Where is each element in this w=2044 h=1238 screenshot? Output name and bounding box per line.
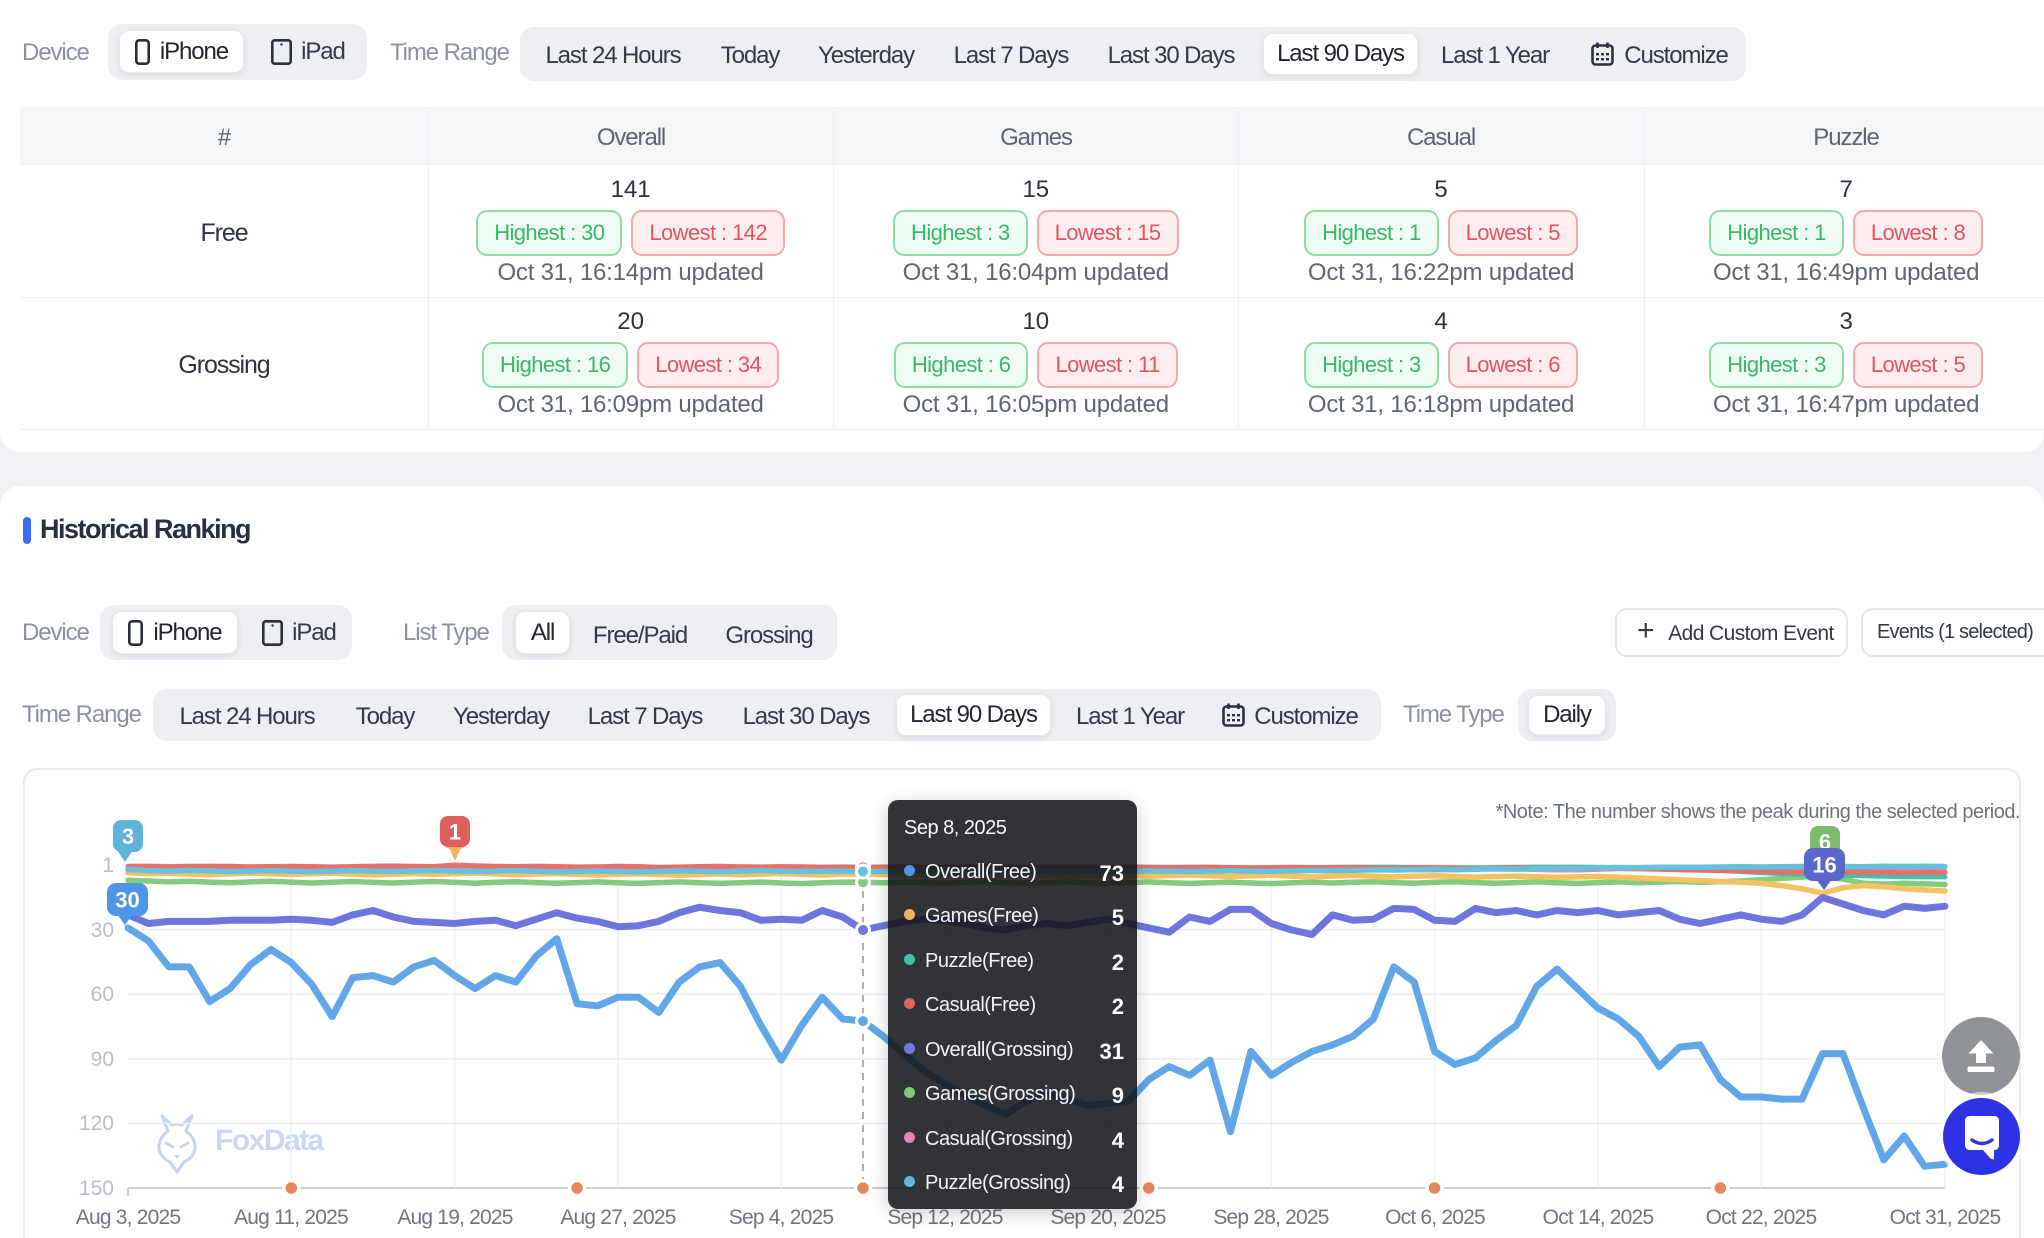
svg-text:Sep 4, 2025: Sep 4, 2025 xyxy=(729,1206,834,1229)
svg-text:30: 30 xyxy=(91,919,114,942)
svg-text:1: 1 xyxy=(449,820,461,845)
svg-text:120: 120 xyxy=(79,1112,114,1135)
svg-text:Aug 3, 2025: Aug 3, 2025 xyxy=(76,1206,181,1229)
svg-text:60: 60 xyxy=(91,983,114,1006)
svg-text:Sep 12, 2025: Sep 12, 2025 xyxy=(887,1206,1002,1229)
svg-text:Aug 11, 2025: Aug 11, 2025 xyxy=(234,1206,348,1229)
svg-text:150: 150 xyxy=(79,1177,114,1200)
svg-text:90: 90 xyxy=(91,1048,114,1071)
svg-text:Sep 28, 2025: Sep 28, 2025 xyxy=(1213,1206,1328,1229)
svg-text:Oct 6, 2025: Oct 6, 2025 xyxy=(1385,1206,1485,1229)
svg-text:Aug 19, 2025: Aug 19, 2025 xyxy=(397,1206,512,1229)
svg-text:Aug 27, 2025: Aug 27, 2025 xyxy=(560,1206,675,1229)
svg-text:3: 3 xyxy=(122,824,134,849)
svg-text:FoxData: FoxData xyxy=(215,1124,325,1157)
svg-text:1: 1 xyxy=(102,854,114,877)
svg-text:Oct 14, 2025: Oct 14, 2025 xyxy=(1543,1206,1654,1229)
svg-text:Sep 20, 2025: Sep 20, 2025 xyxy=(1050,1206,1165,1229)
svg-text:30: 30 xyxy=(115,888,139,913)
svg-text:Oct 22, 2025: Oct 22, 2025 xyxy=(1706,1206,1817,1229)
svg-text:16: 16 xyxy=(1812,853,1836,878)
svg-text:Oct 31, 2025: Oct 31, 2025 xyxy=(1890,1206,2001,1229)
